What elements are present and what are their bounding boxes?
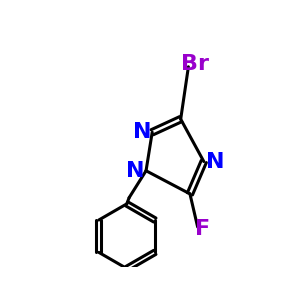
- Text: F: F: [195, 219, 210, 239]
- Text: N: N: [126, 161, 145, 181]
- Text: Br: Br: [181, 55, 209, 74]
- Text: N: N: [206, 152, 224, 172]
- Text: N: N: [133, 122, 151, 142]
